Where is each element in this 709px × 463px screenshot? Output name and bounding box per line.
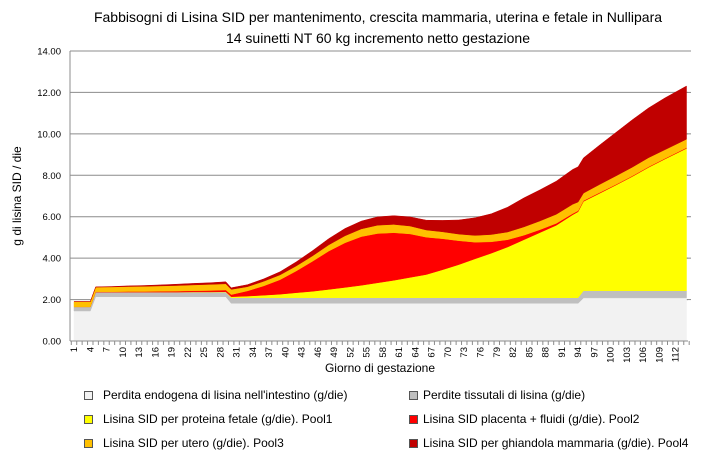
x-tick-label: 76	[476, 347, 487, 358]
chart-title-line-1: Fabbisogni di Lisina SID per manteniment…	[94, 9, 662, 25]
x-tick-label: 73	[459, 347, 470, 358]
x-tick-label: 61	[394, 347, 405, 358]
x-tick-label: 13	[134, 347, 145, 358]
x-tick-label: 10	[118, 347, 129, 358]
legend-swatch	[409, 414, 418, 424]
legend-swatch	[84, 390, 93, 400]
x-tick-label: 19	[167, 347, 178, 358]
x-axis-label: Giorno di gestazione	[325, 361, 435, 375]
x-tick-label: 97	[589, 347, 600, 358]
y-tick-label: 2.00	[43, 295, 62, 306]
x-tick-label: 37	[264, 347, 275, 358]
x-tick-label: 16	[150, 347, 161, 358]
legend-label: Lisina SID per proteina fetale (g/die). …	[103, 412, 333, 426]
legend-swatch	[84, 438, 93, 448]
x-tick-label: 109	[654, 347, 665, 363]
x-tick-label: 4	[85, 347, 96, 352]
x-tick-label: 106	[638, 347, 649, 363]
x-tick-label: 88	[541, 347, 552, 358]
x-tick-label: 7	[102, 347, 113, 352]
legend-label: Perdita endogena di lisina nell'intestin…	[103, 388, 348, 402]
x-tick-label: 64	[411, 347, 422, 358]
legend-swatch	[84, 414, 93, 424]
legend-item-mammary: Lisina SID per ghiandola mammaria (g/die…	[409, 436, 688, 450]
y-tick-label: 6.00	[43, 212, 62, 223]
x-tick-label: 67	[427, 347, 438, 358]
legend-swatch	[409, 390, 418, 400]
x-tick-label: 52	[345, 347, 356, 358]
y-tick-label: 14.00	[37, 47, 61, 58]
legend-item-endogenous: Perdita endogena di lisina nell'intestin…	[84, 388, 347, 402]
y-tick-label: 4.00	[43, 254, 62, 265]
chart-title-line-2: 14 suinetti NT 60 kg incremento netto ge…	[226, 30, 530, 46]
x-tick-label: 25	[199, 347, 210, 358]
y-tick-label: 12.00	[37, 88, 61, 99]
x-tick-label: 58	[378, 347, 389, 358]
y-tick-label: 10.00	[37, 129, 61, 140]
x-tick-label: 49	[329, 347, 340, 358]
x-tick-label: 1	[69, 347, 80, 352]
x-tick-label: 28	[215, 347, 226, 358]
x-tick-label: 94	[573, 347, 584, 358]
legend-item-placenta: Lisina SID placenta + fluidi (g/die). Po…	[409, 412, 639, 426]
legend-item-fetal: Lisina SID per proteina fetale (g/die). …	[84, 412, 332, 426]
y-tick-label: 8.00	[43, 171, 62, 182]
legend-label: Lisina SID per ghiandola mammaria (g/die…	[423, 436, 689, 450]
y-axis-label: g di lisina SID / die	[10, 146, 24, 246]
legend-swatch	[409, 438, 418, 448]
x-tick-label: 85	[524, 347, 535, 358]
x-tick-label: 34	[248, 347, 259, 358]
x-tick-label: 31	[232, 347, 243, 358]
y-tick-label: 0.00	[43, 337, 62, 348]
x-tick-label: 43	[297, 347, 308, 358]
area-series-5	[74, 85, 687, 302]
x-tick-label: 46	[313, 347, 324, 358]
legend-item-tissue: Perdite tissutali di lisina (g/die)	[409, 388, 585, 402]
x-tick-label: 100	[606, 347, 617, 363]
x-tick-label: 22	[183, 347, 194, 358]
x-tick-label: 70	[443, 347, 454, 358]
x-tick-label: 112	[671, 347, 682, 362]
legend-label: Perdite tissutali di lisina (g/die)	[423, 388, 586, 402]
legend-item-uterus: Lisina SID per utero (g/die). Pool3	[84, 436, 284, 450]
x-tick-label: 40	[280, 347, 291, 358]
x-tick-label: 55	[362, 347, 373, 358]
x-tick-label: 79	[492, 347, 503, 358]
legend-label: Lisina SID per utero (g/die). Pool3	[103, 436, 284, 450]
x-tick-label: 103	[622, 347, 633, 363]
x-tick-label: 82	[508, 347, 519, 358]
legend-label: Lisina SID placenta + fluidi (g/die). Po…	[423, 412, 640, 426]
x-tick-label: 91	[557, 347, 568, 358]
